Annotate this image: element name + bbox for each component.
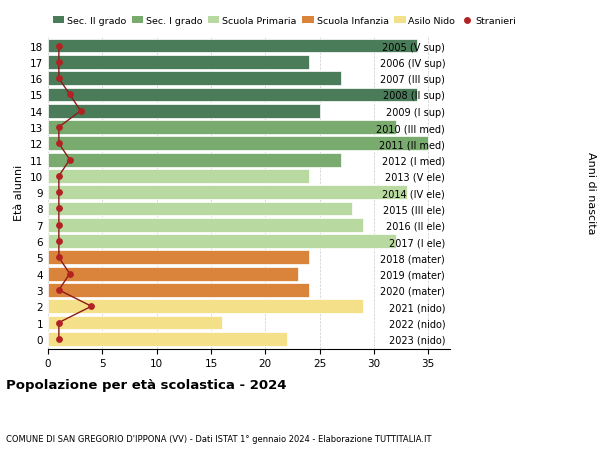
Point bbox=[54, 75, 64, 83]
Bar bbox=[48, 105, 320, 118]
Bar bbox=[48, 316, 222, 330]
Bar bbox=[48, 202, 352, 216]
Bar bbox=[48, 153, 341, 167]
Point bbox=[54, 254, 64, 262]
Text: COMUNE DI SAN GREGORIO D'IPPONA (VV) - Dati ISTAT 1° gennaio 2024 - Elaborazione: COMUNE DI SAN GREGORIO D'IPPONA (VV) - D… bbox=[6, 434, 431, 442]
Point bbox=[54, 124, 64, 131]
Point bbox=[54, 238, 64, 245]
Bar bbox=[48, 186, 407, 200]
Point bbox=[54, 319, 64, 326]
Legend: Sec. II grado, Sec. I grado, Scuola Primaria, Scuola Infanzia, Asilo Nido, Stran: Sec. II grado, Sec. I grado, Scuola Prim… bbox=[53, 17, 516, 26]
Bar bbox=[48, 72, 341, 86]
Point bbox=[54, 286, 64, 294]
Bar bbox=[48, 267, 298, 281]
Bar bbox=[48, 251, 309, 265]
Bar bbox=[48, 300, 363, 313]
Bar bbox=[48, 235, 395, 248]
Bar bbox=[48, 332, 287, 346]
Bar bbox=[48, 283, 309, 297]
Bar bbox=[48, 39, 418, 53]
Point bbox=[54, 59, 64, 67]
Bar bbox=[48, 137, 428, 151]
Point bbox=[54, 43, 64, 50]
Point bbox=[65, 270, 74, 278]
Y-axis label: Età alunni: Età alunni bbox=[14, 165, 25, 221]
Bar bbox=[48, 56, 309, 70]
Bar bbox=[48, 218, 363, 232]
Point bbox=[65, 157, 74, 164]
Text: Anni di nascita: Anni di nascita bbox=[586, 151, 596, 234]
Point bbox=[54, 140, 64, 148]
Point bbox=[54, 336, 64, 343]
Bar bbox=[48, 170, 309, 184]
Point bbox=[54, 173, 64, 180]
Bar bbox=[48, 121, 395, 134]
Point bbox=[54, 205, 64, 213]
Point bbox=[76, 108, 85, 115]
Point bbox=[65, 91, 74, 99]
Point bbox=[54, 189, 64, 196]
Point bbox=[86, 303, 96, 310]
Point bbox=[54, 222, 64, 229]
Text: Popolazione per età scolastica - 2024: Popolazione per età scolastica - 2024 bbox=[6, 378, 287, 391]
Bar bbox=[48, 88, 418, 102]
